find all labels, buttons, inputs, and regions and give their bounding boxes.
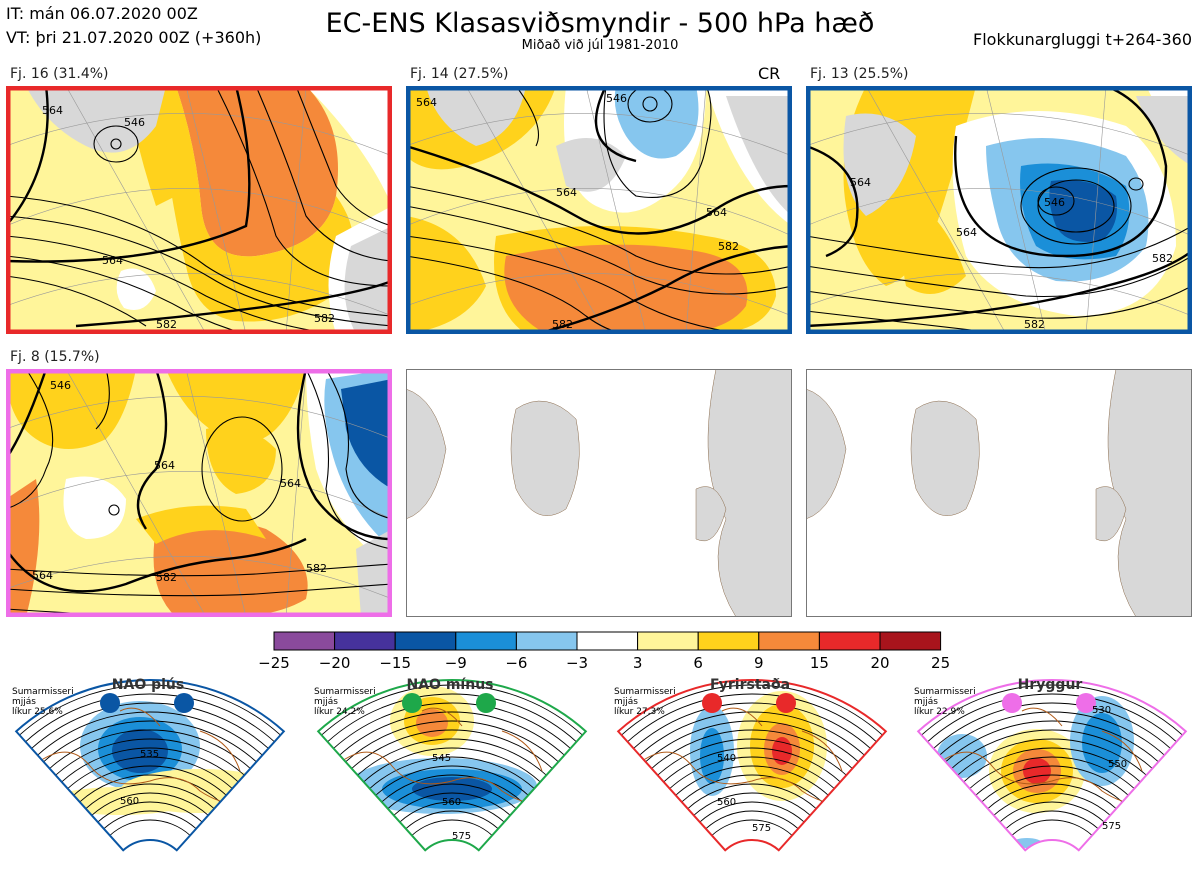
colorbar-tick-label: −25 xyxy=(258,654,290,672)
cluster-label-1: Fj. 16 (31.4%) xyxy=(10,66,109,82)
contour-label: 582 xyxy=(306,562,327,575)
page-title: EC-ENS Klasasviðsmyndir - 500 hPa hæð xyxy=(325,8,875,39)
contour-label: 564 xyxy=(42,104,63,117)
regime-marker xyxy=(1076,693,1096,713)
regime-marker xyxy=(100,693,120,713)
contour-label: 582 xyxy=(552,318,573,331)
regime-note: Sumarmisseri mjjás líkur 22,9% xyxy=(914,687,976,717)
regime-note: Sumarmisseri mjjás líkur 24,2% xyxy=(314,687,376,717)
cluster-map-4: 546 564 564 564 582 582 xyxy=(6,369,392,617)
empty-map-panel xyxy=(406,369,792,617)
regime-contour-label: 575 xyxy=(452,831,471,842)
colorbar-tick-label: 25 xyxy=(931,654,951,672)
colorbar-tick-label: −3 xyxy=(565,654,589,672)
colorbar-segment xyxy=(879,631,942,651)
contour-label: 564 xyxy=(956,226,977,239)
valid-time: VT: þri 21.07.2020 00Z (+360h) xyxy=(6,28,262,47)
regime-contour-label: 560 xyxy=(717,797,736,808)
regime-title: Hryggur xyxy=(1017,677,1083,693)
colorbar xyxy=(273,631,942,651)
contour-label: 564 xyxy=(32,569,53,582)
contour-label: 582 xyxy=(156,571,177,584)
regime-panel: 535 560 NAO plús Sumarmisseri mjjás líkur 25,… xyxy=(0,671,300,861)
classification-window: Flokkunargluggi t+264-360 xyxy=(973,30,1192,49)
contour-label: 546 xyxy=(1044,196,1065,209)
page-subtitle: Miðað við júl 1981-2010 xyxy=(521,38,679,53)
control-run-badge: CR xyxy=(758,64,781,83)
contour-label: 564 xyxy=(280,477,301,490)
colorbar-tick-label: 9 xyxy=(754,654,764,672)
regime-marker xyxy=(776,693,796,713)
regime-note: Sumarmisseri mjjás líkur 25,6% xyxy=(12,687,74,717)
regime-title: NAO plús xyxy=(111,677,185,693)
colorbar-tick-label: −20 xyxy=(318,654,351,672)
colorbar-tick-label: −9 xyxy=(444,654,467,672)
regime-marker xyxy=(1002,693,1022,713)
colorbar-tick-label: −6 xyxy=(505,654,528,672)
contour-label: 564 xyxy=(416,96,437,109)
regime-marker xyxy=(702,693,722,713)
colorbar-tick-label: 20 xyxy=(870,654,890,672)
colorbar-segment xyxy=(818,631,881,651)
regime-contour-label: 575 xyxy=(1102,821,1121,832)
colorbar-segment xyxy=(455,631,517,651)
regime-contour-label: 530 xyxy=(1092,705,1111,716)
regime-map: 535 560 xyxy=(14,679,286,852)
cluster-label-3: Fj. 13 (25.5%) xyxy=(810,66,909,82)
regime-marker xyxy=(174,693,194,713)
contour-label: 564 xyxy=(102,254,123,267)
contour-label: 564 xyxy=(850,176,871,189)
regime-map: 530 550 575 xyxy=(916,679,1188,852)
cluster-label-4: Fj. 8 (15.7%) xyxy=(10,349,100,365)
colorbar-segment xyxy=(576,631,639,651)
colorbar-segment xyxy=(334,631,396,651)
regime-marker xyxy=(402,693,422,713)
regime-panel: 530 550 575 Hryggur Sumarmisseri mjjás líkur 2… xyxy=(902,671,1200,861)
cluster-label-2: Fj. 14 (27.5%) xyxy=(410,66,509,82)
regime-title: Fyrirstaða xyxy=(709,677,791,693)
initial-time: IT: mán 06.07.2020 00Z xyxy=(6,4,198,23)
cluster-map-1: 564 546 564 582 582 xyxy=(6,86,392,334)
regime-contour-label: 560 xyxy=(442,797,461,808)
cluster-map-3: 564 546 564 582 582 xyxy=(806,86,1192,334)
contour-label: 546 xyxy=(606,92,627,105)
regime-contour-label: 545 xyxy=(432,753,451,764)
contour-label: 564 xyxy=(556,186,577,199)
contour-label: 546 xyxy=(50,379,71,392)
colorbar-tick-label: −15 xyxy=(379,654,412,672)
contour-label: 582 xyxy=(718,240,739,253)
colorbar-segment xyxy=(758,631,820,651)
contour-label: 582 xyxy=(156,318,177,331)
regime-contour-label: 560 xyxy=(120,796,139,807)
colorbar-tick-label: 3 xyxy=(632,654,643,672)
regime-panel: 545 560 575 NAO mínus Sumarmisseri mjjás líkur… xyxy=(302,671,602,861)
regime-contour-label: 550 xyxy=(1108,759,1127,770)
regime-map: 540 560 575 xyxy=(616,679,888,852)
colorbar-segment xyxy=(394,631,457,651)
colorbar-tick-label: 6 xyxy=(693,654,703,672)
cluster-map-2: 564 546 564 564 582 582 xyxy=(406,86,792,334)
regime-map: 545 560 575 xyxy=(316,679,588,852)
contour-label: 564 xyxy=(706,206,727,219)
colorbar-segment xyxy=(515,631,578,651)
regime-contour-label: 535 xyxy=(140,749,159,760)
colorbar-segment xyxy=(273,631,336,651)
contour-label: 582 xyxy=(314,312,335,325)
regime-contour-label: 540 xyxy=(717,753,736,764)
contour-label: 582 xyxy=(1024,318,1045,331)
colorbar-tick-label: 15 xyxy=(809,654,829,672)
regime-panel: 540 560 575 Fyrirstaða Sumarmisseri mjjás líku… xyxy=(602,671,902,861)
contour-label: 546 xyxy=(124,116,145,129)
regime-note: Sumarmisseri mjjás líkur 27,3% xyxy=(614,687,676,717)
contour-label: 582 xyxy=(1152,252,1173,265)
regime-contour-label: 575 xyxy=(752,823,771,834)
contour-label: 564 xyxy=(154,459,175,472)
empty-map-panel xyxy=(806,369,1192,617)
regime-marker xyxy=(476,693,496,713)
colorbar-segment xyxy=(637,631,699,651)
regime-title: NAO mínus xyxy=(406,677,494,693)
colorbar-segment xyxy=(697,631,760,651)
